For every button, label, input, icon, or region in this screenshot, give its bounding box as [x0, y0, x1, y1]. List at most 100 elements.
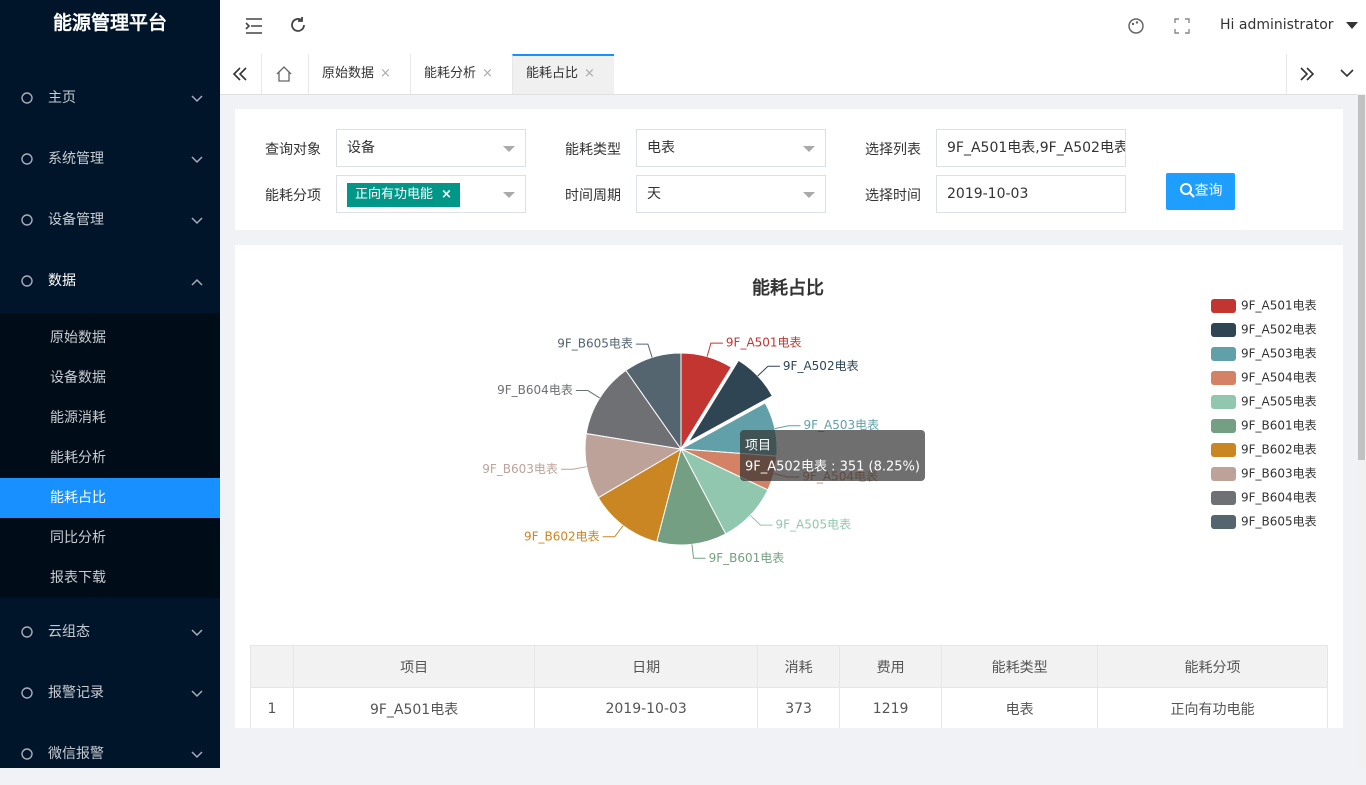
tabs-more[interactable] [1339, 68, 1355, 80]
tabs-left[interactable] [232, 66, 248, 82]
menu-icon-shape [21, 275, 33, 287]
legend-swatch [1211, 299, 1236, 313]
menu-item[interactable]: 微信报警 [0, 724, 220, 785]
tab-close[interactable]: × [482, 66, 493, 81]
menu-icon-shape [21, 92, 33, 104]
submenu-item[interactable]: 能耗分析 [0, 438, 220, 478]
filter-input[interactable]: 9F_A501电表,9F_A502电表, [936, 129, 1126, 167]
menu-icon-shape [21, 687, 33, 699]
scrollbar-thumb[interactable] [1358, 95, 1365, 460]
refresh-icon[interactable] [288, 15, 308, 35]
column-header: 费用 [839, 645, 943, 688]
filter-input[interactable]: 2019-10-03 [936, 175, 1126, 213]
menu-icon-shape [21, 626, 33, 638]
menu-label: 数据 [48, 273, 76, 289]
submenu-item[interactable]: 能耗占比 [0, 478, 220, 518]
tab[interactable]: 原始数据 × [308, 54, 410, 94]
tab[interactable]: 能耗占比 × [512, 54, 614, 94]
menu-icon-shape [21, 748, 33, 760]
menu-item[interactable]: 设备管理 [0, 190, 220, 251]
table-cell: 373 [757, 687, 841, 728]
filter-input[interactable]: 天 [636, 175, 826, 213]
table-cell: 正向有功电能 [1097, 687, 1328, 728]
menu-toggle-icon[interactable] [244, 16, 264, 36]
legend-swatch [1211, 515, 1236, 529]
slice-label: 9F_B604电表 [497, 383, 573, 397]
menu-item[interactable]: 主页 [0, 68, 220, 129]
slice-label: 9F_A505电表 [775, 518, 851, 532]
tab-close[interactable]: × [380, 66, 391, 81]
submenu-label: 设备数据 [50, 370, 106, 386]
tooltip-bg [740, 430, 925, 481]
filter-input[interactable]: 正向有功电能 × [336, 175, 526, 213]
submenu-item[interactable]: 报表下载 [0, 558, 220, 598]
chevron [191, 156, 203, 164]
menu-item[interactable]: 云组态 [0, 602, 220, 663]
filter-label: 能耗类型 [565, 142, 621, 158]
column-header: 消耗 [757, 645, 841, 688]
chart-panel: 能耗占比 9F_A501电表 9F_A502电表 9F_A503电表 9F_A504电… [235, 245, 1343, 728]
chevron-path [191, 690, 203, 698]
menu-icon [21, 748, 33, 760]
legend-label: 9F_A505电表 [1241, 395, 1317, 409]
submenu-item[interactable]: 能源消耗 [0, 398, 220, 438]
search-icon [1179, 183, 1195, 198]
menu-label: 系统管理 [48, 151, 104, 167]
menu-icon-shape [21, 214, 33, 226]
filter-value: 9F_A501电表,9F_A502电表, [947, 140, 1126, 156]
fullscreen-icon[interactable] [1172, 16, 1192, 36]
menu-label: 主页 [48, 90, 76, 106]
legend-label: 9F_A501电表 [1241, 299, 1317, 313]
legend-swatch [1211, 371, 1236, 385]
tab[interactable]: 能耗分析 × [410, 54, 512, 94]
header: Hi administrator [220, 0, 1366, 55]
submenu-label: 能耗分析 [50, 450, 106, 466]
menu-item[interactable]: 系统管理 [0, 129, 220, 190]
tag-close[interactable]: × [441, 187, 452, 202]
chevron [191, 629, 203, 637]
chevron-path [191, 217, 203, 225]
submenu-item[interactable]: 原始数据 [0, 318, 220, 358]
tab-close[interactable]: × [584, 66, 595, 81]
chevron-path [191, 751, 203, 759]
menu-item[interactable]: 数据 [0, 251, 220, 312]
menu-icon-shape [21, 153, 33, 165]
tooltip-title: 项目 [745, 439, 771, 454]
filter-input[interactable]: 电表 [636, 129, 826, 167]
chevron-path [191, 95, 203, 103]
menu-icon [21, 92, 33, 104]
tabs-right[interactable] [1299, 66, 1315, 82]
legend-swatch [1211, 419, 1236, 433]
legend-label: 9F_B603电表 [1241, 467, 1317, 481]
user-menu[interactable]: Hi administrator [1220, 17, 1359, 33]
filter-value: 电表 [647, 140, 675, 156]
pie-slice [584, 432, 683, 499]
submenu-item[interactable]: 同比分析 [0, 518, 220, 558]
brand-text: 能源管理平台 [52, 12, 167, 34]
submenu-item[interactable]: 设备数据 [0, 358, 220, 398]
chevron [191, 217, 203, 225]
label-line [749, 515, 773, 526]
chevron-path [191, 156, 203, 164]
query-button[interactable]: 查询 [1166, 173, 1235, 210]
label-line [602, 525, 624, 538]
theme-icon[interactable] [1126, 16, 1146, 36]
label-line [774, 425, 801, 430]
filter-input[interactable]: 设备 [336, 129, 526, 167]
submenu-label: 能耗占比 [50, 490, 106, 506]
legend-label: 9F_B605电表 [1241, 515, 1317, 529]
menu-item[interactable]: 报警记录 [0, 663, 220, 724]
table-cell: 电表 [941, 687, 1099, 728]
select-caret [803, 146, 815, 152]
home-tab[interactable] [261, 54, 308, 94]
label-line [575, 390, 600, 399]
page: 能源管理平台 主页系统管理设备管理数据原始数据设备数据能源消耗能耗分析能耗占比同… [0, 0, 1366, 768]
label-line [706, 342, 723, 357]
filter-value: 2019-10-03 [947, 186, 1029, 202]
legend-label: 9F_B601电表 [1241, 419, 1317, 433]
slice-label: 9F_B601电表 [709, 551, 785, 565]
column-header: 能耗分项 [1097, 645, 1328, 688]
legend-swatch [1211, 323, 1236, 337]
menu-icon [21, 626, 33, 638]
tab-bar: 原始数据 × 能耗分析 × 能耗占比 × [220, 54, 1366, 95]
